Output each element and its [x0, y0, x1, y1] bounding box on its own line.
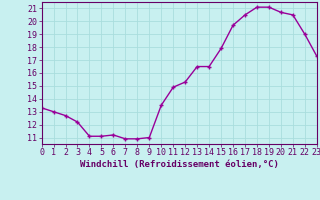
X-axis label: Windchill (Refroidissement éolien,°C): Windchill (Refroidissement éolien,°C) [80, 160, 279, 169]
